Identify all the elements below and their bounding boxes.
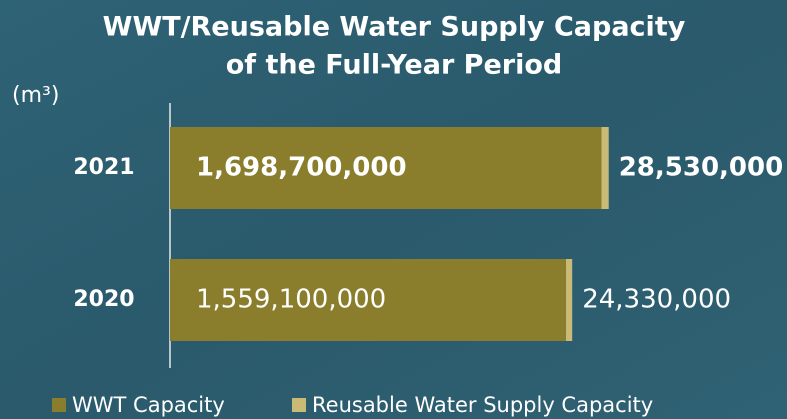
bar bbox=[170, 259, 567, 341]
bar bbox=[601, 127, 609, 209]
y-tick-label: 2021 bbox=[73, 155, 134, 180]
data-label: 28,530,000 bbox=[619, 153, 783, 183]
bar bbox=[170, 127, 602, 209]
bar bbox=[566, 259, 573, 341]
chart-title: WWT/Reusable Water Supply Capacity bbox=[103, 12, 686, 43]
y-tick-label: 2020 bbox=[73, 287, 134, 312]
chart-subtitle: of the Full-Year Period bbox=[226, 50, 562, 81]
data-label: 1,559,100,000 bbox=[196, 285, 386, 315]
legend-label: WWT Capacity bbox=[72, 393, 225, 417]
data-label: 1,698,700,000 bbox=[196, 153, 407, 183]
data-label: 24,330,000 bbox=[582, 285, 731, 315]
legend-swatch bbox=[52, 398, 66, 412]
legend-swatch bbox=[292, 398, 306, 412]
unit-label: (m³) bbox=[12, 83, 59, 108]
legend-label: Reusable Water Supply Capacity bbox=[312, 393, 653, 417]
